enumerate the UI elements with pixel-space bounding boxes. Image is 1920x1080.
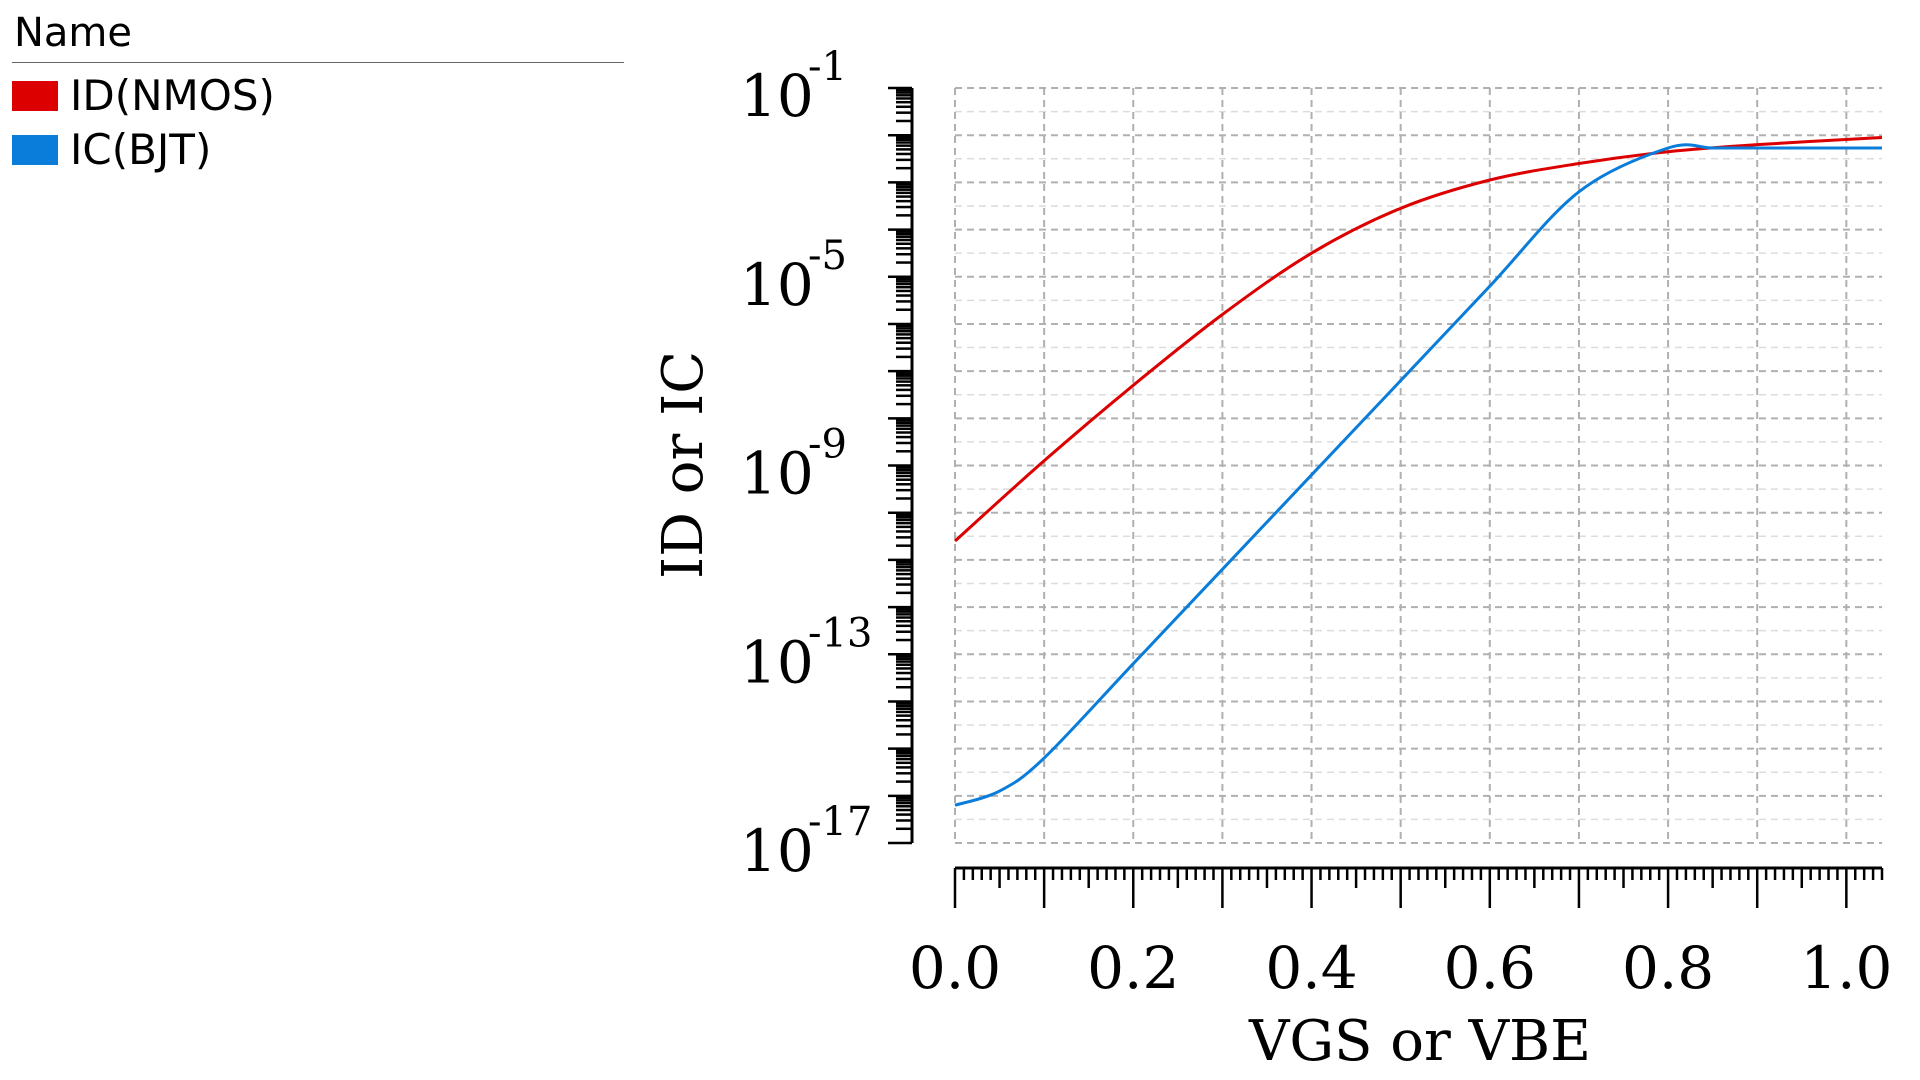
y-tick-label: 10 [740, 62, 814, 130]
y-tick-label: 10 [740, 251, 814, 319]
series-line-icbjt [954, 143, 1882, 807]
series-layer [953, 136, 1883, 807]
y-tick-label-exponent: -17 [808, 799, 872, 845]
series-line-idnmos [953, 136, 1883, 543]
x-tick-label: 0.2 [1087, 934, 1179, 1002]
legend-label: ID(NMOS) [70, 71, 275, 120]
legend-swatch-icbjt [12, 135, 58, 165]
x-axis: 0.0 0.2 0.4 0.6 0.8 1.0 [909, 866, 1892, 1002]
x-tick-label: 0.6 [1444, 934, 1536, 1002]
x-tick-label: 0.4 [1265, 934, 1357, 1002]
legend-header: Name [12, 6, 624, 63]
legend: Name ID(NMOS) IC(BJT) [12, 6, 624, 177]
x-tick-label: 0.0 [909, 934, 1001, 1002]
legend-item-idnmos[interactable]: ID(NMOS) [12, 69, 624, 123]
y-axis-label: ID or IC [651, 351, 716, 579]
x-tick-label: 1.0 [1800, 934, 1892, 1002]
y-tick-label-exponent: -13 [808, 610, 872, 656]
y-tick-label: 10 [740, 440, 814, 508]
grid [954, 87, 1882, 844]
y-tick-label-exponent: -1 [808, 44, 847, 90]
y-tick-label: 10 [740, 628, 814, 696]
y-tick-label-exponent: -9 [808, 422, 847, 468]
legend-item-icbjt[interactable]: IC(BJT) [12, 123, 624, 177]
y-tick-label: 10 [740, 817, 814, 885]
y-tick-label-exponent: -5 [808, 233, 847, 279]
x-axis-label: VGS or VBE [1248, 1009, 1591, 1074]
legend-swatch-idnmos [12, 81, 58, 111]
x-tick-label: 0.8 [1622, 934, 1714, 1002]
legend-label: IC(BJT) [70, 125, 212, 174]
